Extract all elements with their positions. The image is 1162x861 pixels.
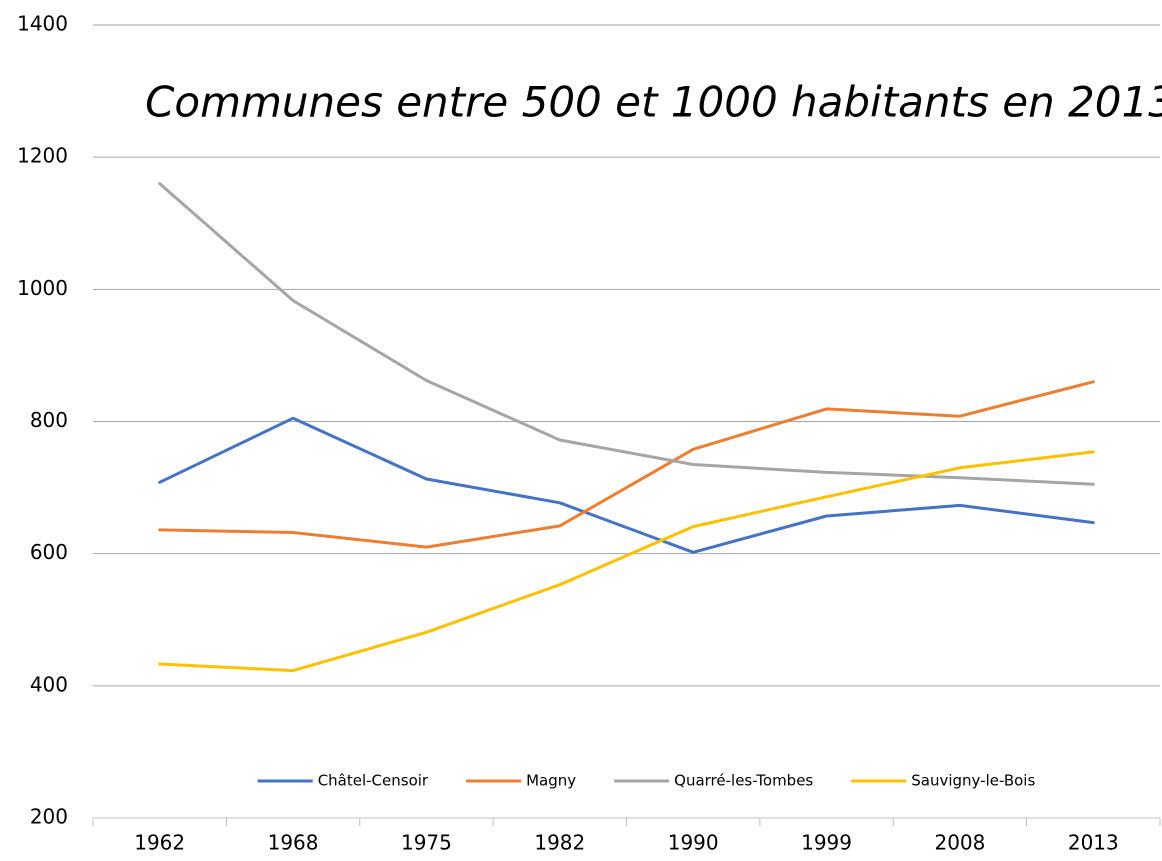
x-tick-label: 1962 xyxy=(134,831,185,855)
series-line xyxy=(158,416,1095,554)
x-tick-label: 1999 xyxy=(801,831,852,855)
y-tick-label: 1000 xyxy=(17,276,68,300)
y-tick-label: 1400 xyxy=(17,12,68,36)
legend-label: Quarré-les-Tombes xyxy=(674,772,813,790)
legend-label: Sauvigny-le-Bois xyxy=(911,772,1035,790)
legend-label: Magny xyxy=(526,772,576,790)
y-tick-label: 800 xyxy=(30,408,68,432)
y-tick-label: 200 xyxy=(30,805,68,829)
x-tick-label: 1982 xyxy=(534,831,585,855)
chart-title: Communes entre 500 et 1000 habitants en … xyxy=(145,78,1162,127)
y-tick-label: 600 xyxy=(30,540,68,564)
x-tick-label: 1968 xyxy=(268,831,319,855)
y-tick-label: 1200 xyxy=(17,144,68,168)
series-line xyxy=(158,450,1095,673)
legend-label: Châtel-Censoir xyxy=(318,772,429,790)
x-tick-label: 1990 xyxy=(668,831,719,855)
series-line xyxy=(158,380,1095,549)
series-line xyxy=(158,182,1095,486)
x-tick-label: 1975 xyxy=(401,831,452,855)
x-tick-label: 2008 xyxy=(934,831,985,855)
y-tick-label: 400 xyxy=(30,672,68,696)
x-tick-label: 2013 xyxy=(1068,831,1119,855)
